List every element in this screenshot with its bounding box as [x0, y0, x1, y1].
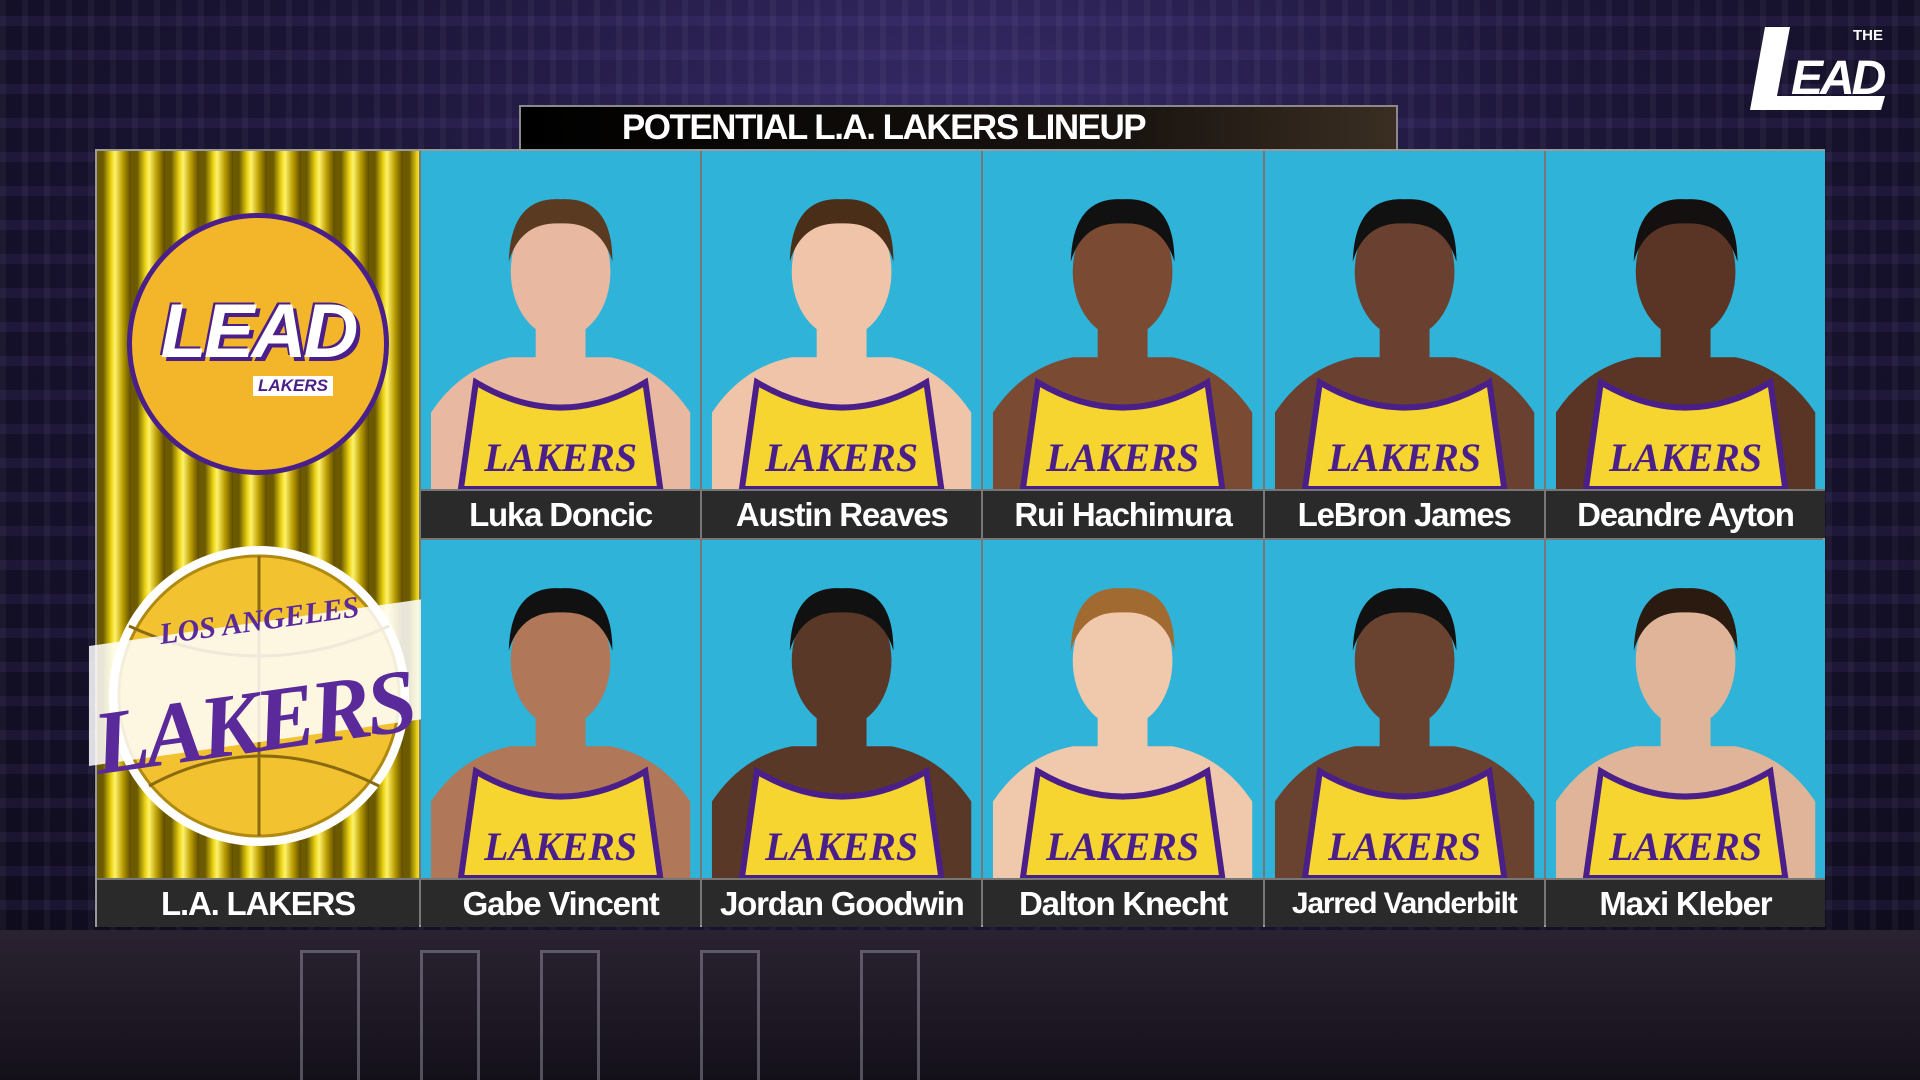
jersey-text: LAKERS [1608, 824, 1762, 869]
player-grid: LAKERS Luka Doncic LAKERS Austin Reaves … [421, 151, 1825, 927]
jersey-text: LAKERS [483, 824, 637, 869]
player-photo: LAKERS [430, 199, 691, 489]
player-card: LAKERS Gabe Vincent [421, 540, 701, 927]
jersey-text: LAKERS [1327, 824, 1481, 869]
player-photo: LAKERS [1274, 588, 1534, 878]
arena-floor [0, 930, 1920, 1080]
player-photo: LAKERS [1555, 588, 1816, 878]
team-name-label: L.A. LAKERS [97, 878, 419, 927]
player-name-label: Gabe Vincent [421, 878, 701, 927]
player-name-label: Maxi Kleber [1545, 878, 1825, 927]
player-photo: LAKERS [1274, 199, 1534, 489]
team-card: LEAD LAKERS LOS ANGELES LAKERS L.A. LAKER… [89, 151, 429, 927]
jersey-text: LAKERS [1046, 824, 1200, 869]
player-card: LAKERS Deandre Ayton [1545, 151, 1825, 538]
player-name-label: Jarred Vanderbilt [1264, 878, 1544, 927]
player-card: LAKERS Luka Doncic [421, 151, 701, 538]
player-photo: LAKERS [430, 588, 691, 878]
the-lead-logo: EAD THE [1750, 27, 1889, 110]
jersey-text: LAKERS [764, 435, 918, 480]
player-photo: LAKERS [712, 588, 972, 878]
svg-text:THE: THE [1853, 27, 1883, 44]
lakers-team-logo: LOS ANGELES LAKERS [89, 546, 429, 846]
player-card: LAKERS Austin Reaves [702, 151, 982, 538]
player-photo: LAKERS [1555, 199, 1816, 489]
player-name-label: Jordan Goodwin [702, 878, 982, 927]
player-card: LAKERS Maxi Kleber [1545, 540, 1825, 927]
lineup-panel: LEAD LAKERS LOS ANGELES LAKERS L.A. LAKER… [89, 149, 1825, 927]
jersey-text: LAKERS [1046, 435, 1200, 480]
player-name-label: Austin Reaves [702, 489, 982, 538]
player-card: LAKERS Jordan Goodwin [702, 540, 982, 927]
jersey-text: LAKERS [483, 435, 637, 480]
player-name-label: Rui Hachimura [983, 489, 1263, 538]
player-card: LAKERS Dalton Knecht [983, 540, 1263, 927]
player-photo: LAKERS [993, 588, 1253, 878]
player-card: LAKERS Rui Hachimura [983, 151, 1263, 538]
player-name-label: Deandre Ayton [1545, 489, 1825, 538]
svg-text:EAD: EAD [1791, 52, 1886, 105]
page-title: POTENTIAL L.A. LAKERS LINEUP [519, 105, 1398, 149]
jersey-text: LAKERS [764, 824, 918, 869]
lead-lakers-logo: LEAD LAKERS [127, 213, 389, 475]
player-photo: LAKERS [712, 199, 972, 489]
player-card: LAKERS Jarred Vanderbilt [1264, 540, 1544, 927]
player-photo: LAKERS [993, 199, 1253, 489]
jersey-text: LAKERS [1327, 435, 1481, 480]
player-name-label: Dalton Knecht [983, 878, 1263, 927]
jersey-text: LAKERS [1608, 435, 1762, 480]
player-name-label: Luka Doncic [421, 489, 701, 538]
player-name-label: LeBron James [1264, 489, 1544, 538]
player-card: LAKERS LeBron James [1264, 151, 1544, 538]
